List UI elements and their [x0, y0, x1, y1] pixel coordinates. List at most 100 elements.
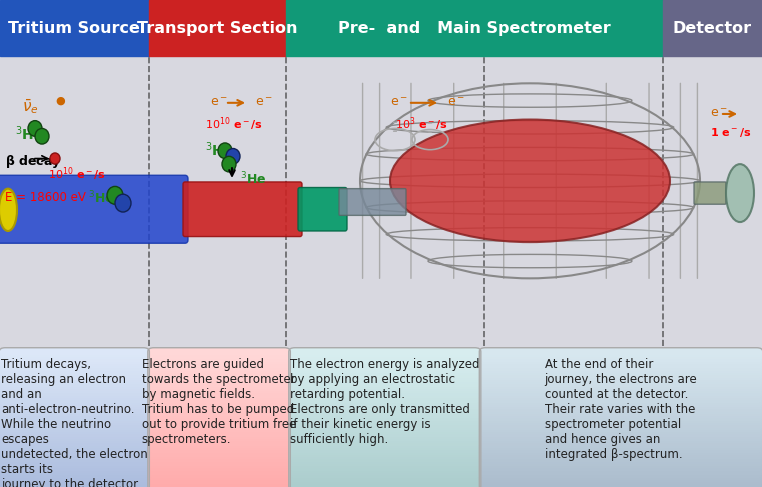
- FancyBboxPatch shape: [149, 413, 290, 421]
- FancyBboxPatch shape: [149, 350, 290, 357]
- FancyBboxPatch shape: [149, 359, 290, 367]
- FancyBboxPatch shape: [0, 418, 149, 426]
- FancyBboxPatch shape: [480, 402, 762, 410]
- FancyBboxPatch shape: [0, 480, 149, 487]
- FancyBboxPatch shape: [149, 407, 290, 414]
- FancyBboxPatch shape: [0, 439, 149, 446]
- FancyBboxPatch shape: [0, 384, 149, 392]
- Text: Tritium Source: Tritium Source: [8, 20, 140, 36]
- FancyBboxPatch shape: [0, 398, 149, 405]
- FancyBboxPatch shape: [290, 391, 480, 398]
- Bar: [0, 0, 149, 56]
- FancyBboxPatch shape: [183, 182, 302, 237]
- FancyBboxPatch shape: [480, 473, 762, 480]
- FancyBboxPatch shape: [0, 379, 149, 387]
- FancyBboxPatch shape: [0, 348, 149, 356]
- Text: ●: ●: [55, 96, 65, 106]
- Text: Pre-  and   Main Spectrometer: Pre- and Main Spectrometer: [338, 20, 610, 36]
- FancyBboxPatch shape: [0, 375, 149, 383]
- FancyBboxPatch shape: [480, 459, 762, 467]
- FancyBboxPatch shape: [0, 373, 149, 380]
- FancyBboxPatch shape: [149, 475, 290, 483]
- FancyBboxPatch shape: [290, 382, 480, 390]
- FancyBboxPatch shape: [290, 446, 480, 453]
- FancyBboxPatch shape: [149, 448, 290, 455]
- FancyBboxPatch shape: [290, 459, 480, 467]
- FancyBboxPatch shape: [290, 439, 480, 446]
- FancyBboxPatch shape: [149, 402, 290, 410]
- FancyBboxPatch shape: [0, 364, 149, 371]
- FancyBboxPatch shape: [480, 373, 762, 380]
- FancyBboxPatch shape: [480, 361, 762, 369]
- FancyBboxPatch shape: [480, 352, 762, 360]
- FancyBboxPatch shape: [290, 436, 480, 444]
- FancyBboxPatch shape: [339, 188, 406, 215]
- Text: Transport Section: Transport Section: [137, 20, 297, 36]
- Text: e$^-$: e$^-$: [447, 96, 465, 109]
- FancyBboxPatch shape: [290, 454, 480, 462]
- Circle shape: [35, 129, 49, 144]
- FancyBboxPatch shape: [290, 466, 480, 473]
- FancyBboxPatch shape: [0, 357, 149, 364]
- FancyBboxPatch shape: [0, 350, 149, 357]
- FancyBboxPatch shape: [290, 441, 480, 449]
- FancyBboxPatch shape: [480, 395, 762, 403]
- FancyBboxPatch shape: [0, 446, 149, 453]
- Text: 1 e$^-$/s: 1 e$^-$/s: [710, 126, 751, 139]
- FancyBboxPatch shape: [290, 350, 480, 357]
- FancyBboxPatch shape: [290, 379, 480, 387]
- FancyBboxPatch shape: [290, 482, 480, 487]
- FancyBboxPatch shape: [290, 480, 480, 487]
- FancyBboxPatch shape: [290, 468, 480, 476]
- Text: E = 18600 eV: E = 18600 eV: [5, 191, 86, 204]
- FancyBboxPatch shape: [290, 430, 480, 437]
- Circle shape: [50, 153, 60, 164]
- FancyBboxPatch shape: [480, 480, 762, 487]
- FancyBboxPatch shape: [149, 352, 290, 360]
- Text: $10^3$ e$^-$/s: $10^3$ e$^-$/s: [395, 115, 448, 133]
- FancyBboxPatch shape: [0, 461, 149, 469]
- FancyBboxPatch shape: [149, 409, 290, 417]
- FancyBboxPatch shape: [149, 391, 290, 398]
- FancyBboxPatch shape: [149, 439, 290, 446]
- FancyBboxPatch shape: [290, 352, 480, 360]
- FancyBboxPatch shape: [480, 355, 762, 362]
- FancyBboxPatch shape: [149, 371, 290, 378]
- FancyBboxPatch shape: [480, 441, 762, 449]
- FancyBboxPatch shape: [290, 366, 480, 374]
- FancyBboxPatch shape: [290, 393, 480, 401]
- FancyBboxPatch shape: [290, 375, 480, 383]
- FancyBboxPatch shape: [149, 459, 290, 467]
- FancyBboxPatch shape: [480, 393, 762, 401]
- FancyBboxPatch shape: [149, 452, 290, 460]
- FancyBboxPatch shape: [149, 395, 290, 403]
- FancyBboxPatch shape: [290, 452, 480, 460]
- FancyBboxPatch shape: [480, 384, 762, 392]
- FancyBboxPatch shape: [480, 477, 762, 485]
- Circle shape: [107, 187, 123, 204]
- FancyBboxPatch shape: [149, 382, 290, 390]
- FancyBboxPatch shape: [149, 400, 290, 408]
- FancyBboxPatch shape: [149, 405, 290, 412]
- FancyBboxPatch shape: [290, 373, 480, 380]
- Bar: [286, 0, 663, 56]
- FancyBboxPatch shape: [0, 482, 149, 487]
- FancyBboxPatch shape: [0, 395, 149, 403]
- FancyBboxPatch shape: [0, 352, 149, 360]
- Text: Detector: Detector: [673, 20, 752, 36]
- Circle shape: [222, 156, 236, 172]
- FancyBboxPatch shape: [290, 377, 480, 385]
- FancyBboxPatch shape: [480, 434, 762, 442]
- FancyBboxPatch shape: [0, 389, 149, 396]
- FancyBboxPatch shape: [290, 359, 480, 367]
- FancyBboxPatch shape: [149, 468, 290, 476]
- FancyBboxPatch shape: [149, 436, 290, 444]
- Ellipse shape: [0, 188, 17, 231]
- FancyBboxPatch shape: [149, 366, 290, 374]
- FancyBboxPatch shape: [290, 434, 480, 442]
- FancyBboxPatch shape: [0, 468, 149, 476]
- FancyBboxPatch shape: [480, 398, 762, 405]
- FancyBboxPatch shape: [0, 361, 149, 369]
- FancyBboxPatch shape: [0, 409, 149, 417]
- FancyBboxPatch shape: [480, 357, 762, 364]
